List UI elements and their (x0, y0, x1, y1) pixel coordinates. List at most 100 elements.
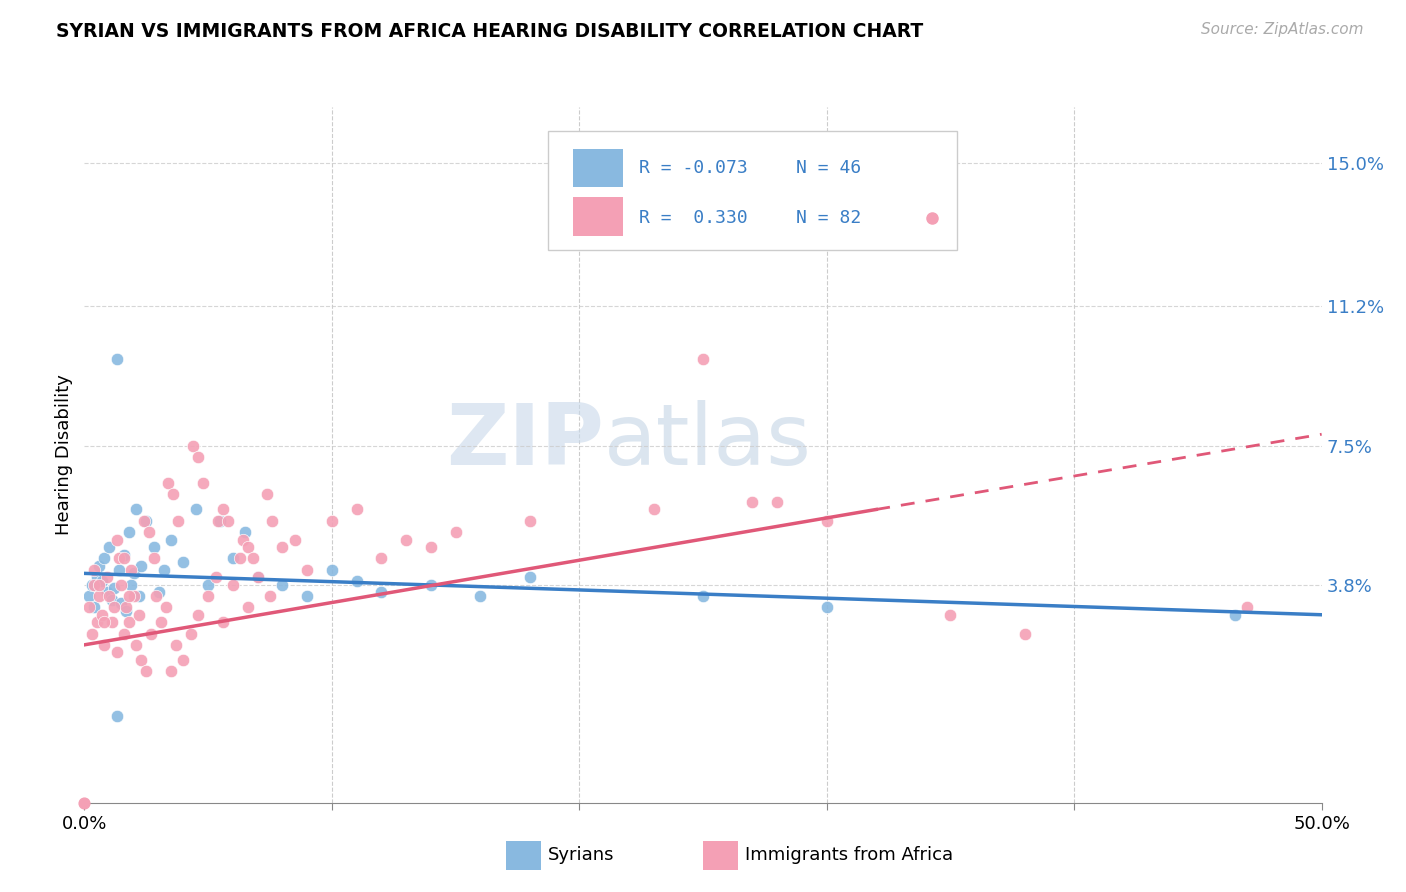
Point (105, 645, 128, 659)
Point (262, 514, 284, 528)
Point (236, 600, 259, 615)
Point (815, 514, 838, 528)
Point (295, 563, 318, 577)
Point (181, 438, 204, 452)
Point (741, 495, 763, 509)
Point (419, 540, 441, 554)
Point (271, 577, 294, 591)
Point (370, 551, 392, 566)
Point (135, 514, 157, 528)
Point (79, 600, 101, 615)
Point (120, 563, 142, 577)
Point (212, 615, 235, 630)
Point (222, 551, 245, 566)
Point (172, 653, 194, 667)
Point (100, 592, 122, 607)
Bar (574, 197, 623, 235)
Point (187, 450, 209, 464)
Point (395, 533, 418, 547)
Point (80, 626, 103, 640)
Point (160, 664, 183, 678)
Point (271, 540, 294, 554)
Bar (574, 149, 623, 187)
Point (89, 577, 111, 591)
Point (89, 589, 111, 603)
Point (321, 563, 343, 577)
Point (321, 514, 343, 528)
Point (1236, 600, 1258, 615)
Point (83, 600, 105, 615)
Point (229, 551, 252, 566)
Point (246, 570, 269, 584)
Point (142, 540, 165, 554)
Point (519, 570, 541, 584)
Text: R =  0.330: R = 0.330 (638, 210, 748, 227)
Text: N = 46: N = 46 (796, 160, 860, 178)
Point (191, 476, 214, 491)
Point (444, 524, 467, 539)
Text: Source: ZipAtlas.com: Source: ZipAtlas.com (1201, 22, 1364, 37)
Point (148, 585, 170, 599)
Point (79, 589, 101, 603)
Point (112, 548, 135, 562)
Point (419, 577, 441, 591)
Text: Immigrants from Africa: Immigrants from Africa (745, 847, 953, 864)
Point (96, 570, 118, 584)
Point (73, 721, 96, 735)
Point (162, 487, 184, 501)
Point (128, 589, 150, 603)
Point (284, 533, 307, 547)
Point (370, 585, 392, 599)
Point (86, 570, 108, 584)
Point (815, 600, 838, 615)
Point (236, 540, 259, 554)
Point (209, 514, 232, 528)
Point (135, 664, 157, 678)
Point (212, 502, 235, 516)
Point (115, 604, 138, 618)
Point (103, 600, 125, 615)
Point (519, 514, 541, 528)
Text: atlas: atlas (605, 400, 813, 483)
Point (197, 577, 219, 591)
Point (172, 555, 194, 569)
Point (766, 495, 789, 509)
Point (122, 589, 145, 603)
Point (346, 502, 368, 516)
Point (80, 577, 103, 591)
Point (105, 709, 128, 723)
Point (167, 514, 190, 528)
Point (138, 524, 160, 539)
Point (180, 626, 202, 640)
Point (150, 615, 173, 630)
Point (142, 551, 165, 566)
Point (187, 607, 209, 622)
Point (90, 607, 112, 622)
Point (346, 574, 368, 588)
Point (89, 558, 111, 573)
Point (93, 615, 115, 630)
Point (152, 563, 174, 577)
Point (118, 615, 141, 630)
Point (96, 585, 118, 599)
Point (256, 487, 278, 501)
Point (692, 589, 714, 603)
Point (93, 551, 115, 566)
Text: N = 82: N = 82 (796, 210, 860, 227)
Text: SYRIAN VS IMMIGRANTS FROM AFRICA HEARING DISABILITY CORRELATION CHART: SYRIAN VS IMMIGRANTS FROM AFRICA HEARING… (56, 22, 924, 41)
Point (145, 589, 167, 603)
Point (83, 577, 105, 591)
Point (233, 524, 256, 539)
Point (105, 351, 128, 366)
Point (125, 638, 148, 652)
FancyBboxPatch shape (548, 131, 956, 250)
Point (184, 502, 207, 516)
Point (132, 514, 155, 528)
Point (217, 514, 239, 528)
Point (1014, 626, 1036, 640)
Point (112, 626, 135, 640)
Point (120, 577, 142, 591)
Y-axis label: Hearing Disability: Hearing Disability (55, 375, 73, 535)
Point (98, 540, 121, 554)
Point (112, 551, 135, 566)
